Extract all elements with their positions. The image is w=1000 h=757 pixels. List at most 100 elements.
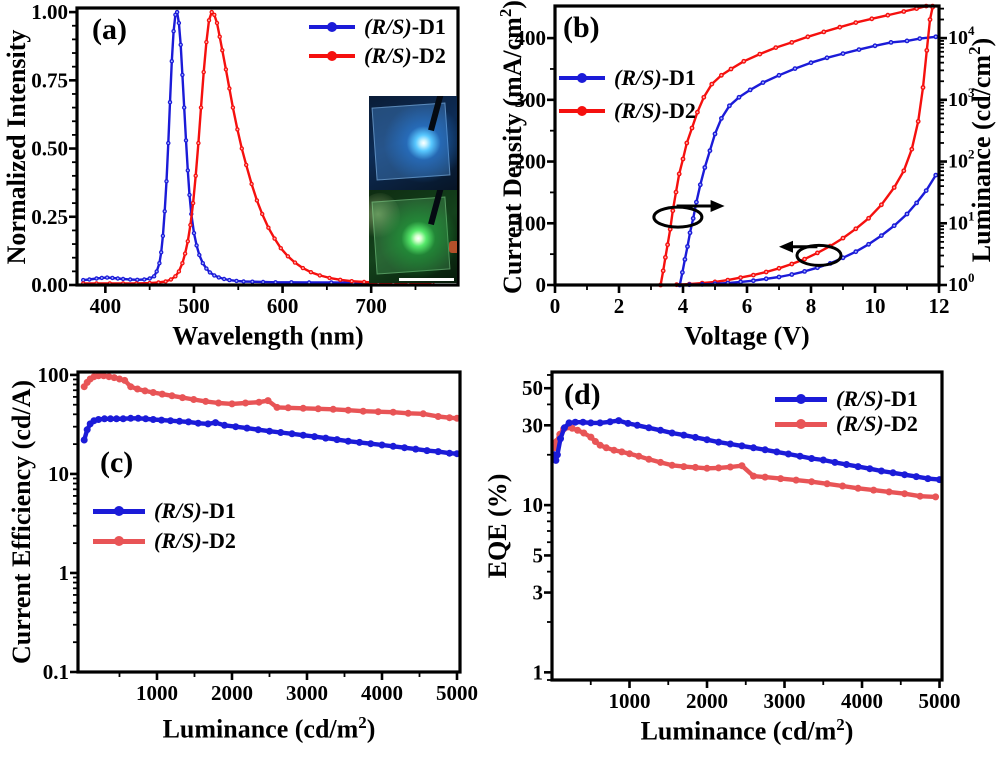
device-photo-blue: [369, 96, 457, 190]
svg-text:400: 400: [515, 26, 547, 50]
current-efficiency-chart: 1000 2000 3000 4000 5000 0.1 1 10 100: [38, 363, 478, 705]
series--r-s-d2-current-efficiency: [82, 373, 460, 421]
panel-label-c: (c): [100, 446, 134, 479]
panel-label-a: (a): [92, 13, 127, 46]
svg-text:300: 300: [515, 88, 547, 112]
svg-text:10: 10: [522, 493, 543, 517]
legend-label: (R/S)-D2: [614, 98, 696, 123]
curve-group-ellipse: [795, 243, 843, 267]
svg-text:0: 0: [550, 294, 561, 318]
svg-text:4: 4: [678, 294, 689, 318]
legend-item-c-d2: (R/S)-D2: [93, 528, 236, 554]
x-axis-title-d: Luminance (cd/m2): [640, 715, 854, 746]
x-axis-title-c: Luminance (cd/m2): [162, 713, 376, 744]
svg-text:100: 100: [948, 270, 975, 296]
svg-text:5000: 5000: [919, 689, 961, 713]
legend-label: (R/S)-D1: [364, 14, 446, 39]
legend-marker: [114, 536, 124, 546]
svg-text:10: 10: [865, 294, 886, 318]
contact-clip-icon: [449, 240, 457, 253]
legend-item-d-d2: (R/S)-D2: [775, 411, 918, 437]
legend-marker: [327, 51, 337, 61]
svg-text:5: 5: [533, 543, 544, 567]
svg-text:2000: 2000: [686, 689, 728, 713]
y-axis-title-c: Current Efficiency (cd/A): [6, 379, 36, 665]
panel-label-b: (b): [563, 11, 600, 44]
svg-text:2000: 2000: [211, 681, 253, 705]
series--r-s-d1-eqe: [552, 418, 942, 482]
svg-text:12: 12: [929, 294, 950, 318]
legend-item-d-d1: (R/S)-D1: [775, 386, 918, 412]
svg-text:0.25: 0.25: [31, 205, 68, 229]
device-photo-green: [369, 189, 457, 283]
svg-text:1: 1: [533, 660, 544, 684]
legend-label: (R/S)-D2: [364, 43, 446, 68]
svg-text:700: 700: [355, 294, 387, 318]
svg-text:1000: 1000: [136, 681, 178, 705]
svg-text:50: 50: [522, 376, 543, 400]
legend-marker: [114, 506, 124, 516]
svg-text:1.00: 1.00: [31, 0, 68, 24]
legend-line-red: [559, 106, 605, 116]
svg-text:104: 104: [948, 23, 975, 49]
legend-marker: [796, 419, 806, 429]
series--r-s-d2-spectrum: [82, 10, 434, 285]
svg-text:1000: 1000: [609, 689, 651, 713]
svg-text:6: 6: [742, 294, 753, 318]
svg-text:0.75: 0.75: [31, 68, 68, 92]
legend-label: (R/S)-D1: [154, 498, 236, 523]
svg-text:5000: 5000: [436, 681, 478, 705]
legend-item-a-d2: (R/S)-D2: [309, 43, 446, 69]
svg-text:4000: 4000: [841, 689, 883, 713]
legend-label: (R/S)-D1: [836, 386, 918, 411]
svg-text:10: 10: [48, 462, 69, 486]
el-spectra-chart: 400 500 600 700 0.00 0.25 0.50 0.75 1.00: [31, 0, 460, 318]
legend-line-red: [309, 51, 355, 61]
legend-item-b-d2: (R/S)-D2: [559, 98, 696, 124]
series--r-s-d2-luminance: [659, 4, 934, 287]
axis-direction-arrow: [710, 199, 725, 212]
legend-item-b-d1: (R/S)-D1: [559, 65, 696, 91]
legend-marker: [577, 73, 587, 83]
svg-text:0: 0: [536, 273, 547, 297]
eqe-chart: 1000 2000 3000 4000 5000 1 3 5 10 30 50: [522, 370, 961, 713]
legend-line-blue: [559, 73, 605, 83]
svg-text:0.1: 0.1: [43, 660, 69, 684]
legend-marker: [796, 394, 806, 404]
green-emission-glow: [369, 189, 457, 283]
svg-text:2: 2: [614, 294, 625, 318]
svg-text:400: 400: [90, 294, 122, 318]
svg-text:30: 30: [522, 413, 543, 437]
svg-text:1: 1: [59, 561, 70, 585]
svg-text:3: 3: [533, 581, 544, 605]
svg-text:0.50: 0.50: [31, 137, 68, 161]
svg-text:200: 200: [515, 150, 547, 174]
legend-label: (R/S)-D2: [836, 411, 918, 436]
series--r-s-d2-current-density: [675, 6, 934, 286]
svg-text:3000: 3000: [764, 689, 806, 713]
svg-text:100: 100: [515, 211, 547, 235]
legend-label: (R/S)-D2: [154, 528, 236, 553]
legend-line-blue: [93, 506, 145, 516]
legend-item-a-d1: (R/S)-D1: [309, 14, 446, 40]
panel-label-d: (d): [564, 378, 601, 411]
legend-marker: [327, 22, 337, 32]
legend-line-blue: [309, 22, 355, 32]
legend-label: (R/S)-D1: [614, 65, 696, 90]
scale-bar: [399, 278, 454, 281]
y-axis-title-b-right: Luminance (cd/cm2): [965, 37, 996, 263]
svg-text:4000: 4000: [361, 681, 403, 705]
svg-text:8: 8: [806, 294, 817, 318]
svg-text:3000: 3000: [286, 681, 328, 705]
legend-item-c-d1: (R/S)-D1: [93, 498, 236, 524]
x-axis-title-b: Voltage (V): [684, 321, 810, 351]
y-axis-title-d: EQE (%): [482, 473, 512, 579]
device-photos-inset: [369, 96, 457, 283]
legend-line-blue: [775, 394, 827, 404]
blue-emission-glow: [369, 96, 457, 190]
legend-line-red: [775, 419, 827, 429]
series--r-s-d1-current-density: [688, 173, 937, 286]
x-axis-title-a: Wavelength (nm): [172, 321, 364, 351]
